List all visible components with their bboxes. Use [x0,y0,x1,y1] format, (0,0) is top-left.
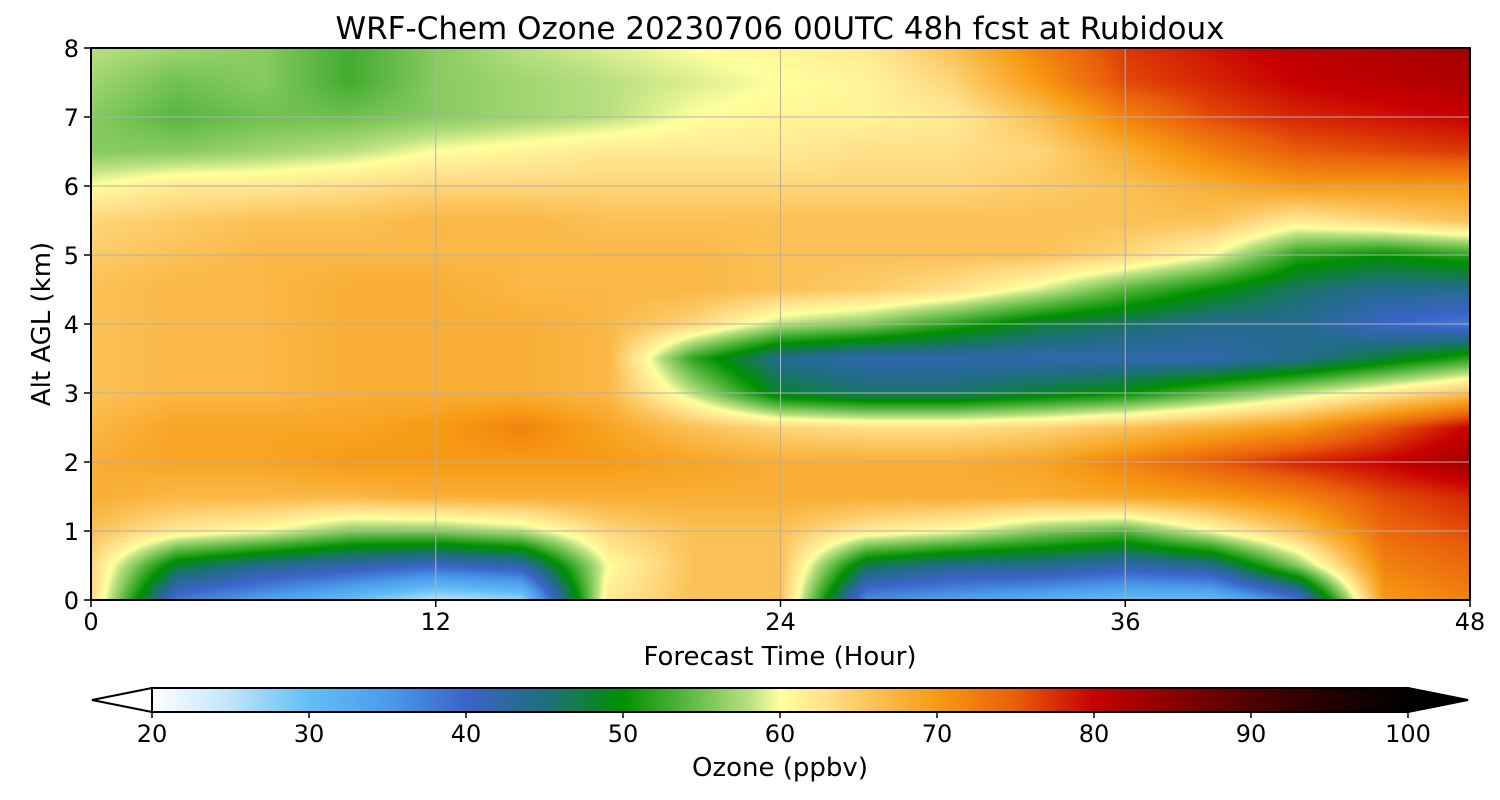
y-axis-title: Alt AGL (km) [27,242,57,406]
chart-title: WRF-Chem Ozone 20230706 00UTC 48h fcst a… [335,11,1224,47]
colorbar-extend-high [1407,686,1469,714]
colorbar-tick-label: 50 [608,720,639,748]
y-tick-label: 8 [64,35,79,63]
y-tick-label: 4 [64,311,79,339]
plot-area [90,47,1471,601]
colorbar-tick-label: 100 [1385,720,1431,748]
y-tick-label: 5 [64,242,79,270]
colorbar: 20 30 40 50 60 70 80 90 100 Ozone (ppbv) [91,686,1469,783]
x-tick-label: 36 [1110,608,1141,636]
colorbar-tick-label: 90 [1236,720,1267,748]
colorbar-tick-label: 40 [451,720,482,748]
colorbar-ticks: 20 30 40 50 60 70 80 90 100 [137,712,1431,748]
x-tick-label: 12 [420,608,451,636]
y-axis: 0 1 2 3 4 5 6 7 8 [64,35,91,615]
y-tick-label: 3 [64,380,79,408]
colorbar-title: Ozone (ppbv) [692,753,868,783]
colorbar-tick-label: 80 [1079,720,1110,748]
colorbar-tick-label: 70 [922,720,953,748]
x-tick-label: 24 [765,608,796,636]
x-axis: 0 12 24 36 48 [83,600,1485,636]
y-tick-label: 6 [64,173,79,201]
y-tick-label: 1 [64,518,79,546]
x-tick-label: 0 [83,608,98,636]
colorbar-tick-label: 60 [765,720,796,748]
x-tick-label: 48 [1455,608,1486,636]
colorbar-gradient [151,687,1409,713]
x-axis-title: Forecast Time (Hour) [643,642,916,672]
y-tick-label: 0 [64,587,79,615]
colorbar-tick-label: 20 [137,720,168,748]
colorbar-tick-label: 30 [294,720,325,748]
y-tick-label: 7 [64,104,79,132]
colorbar-extend-low [91,686,153,714]
y-tick-label: 2 [64,449,79,477]
